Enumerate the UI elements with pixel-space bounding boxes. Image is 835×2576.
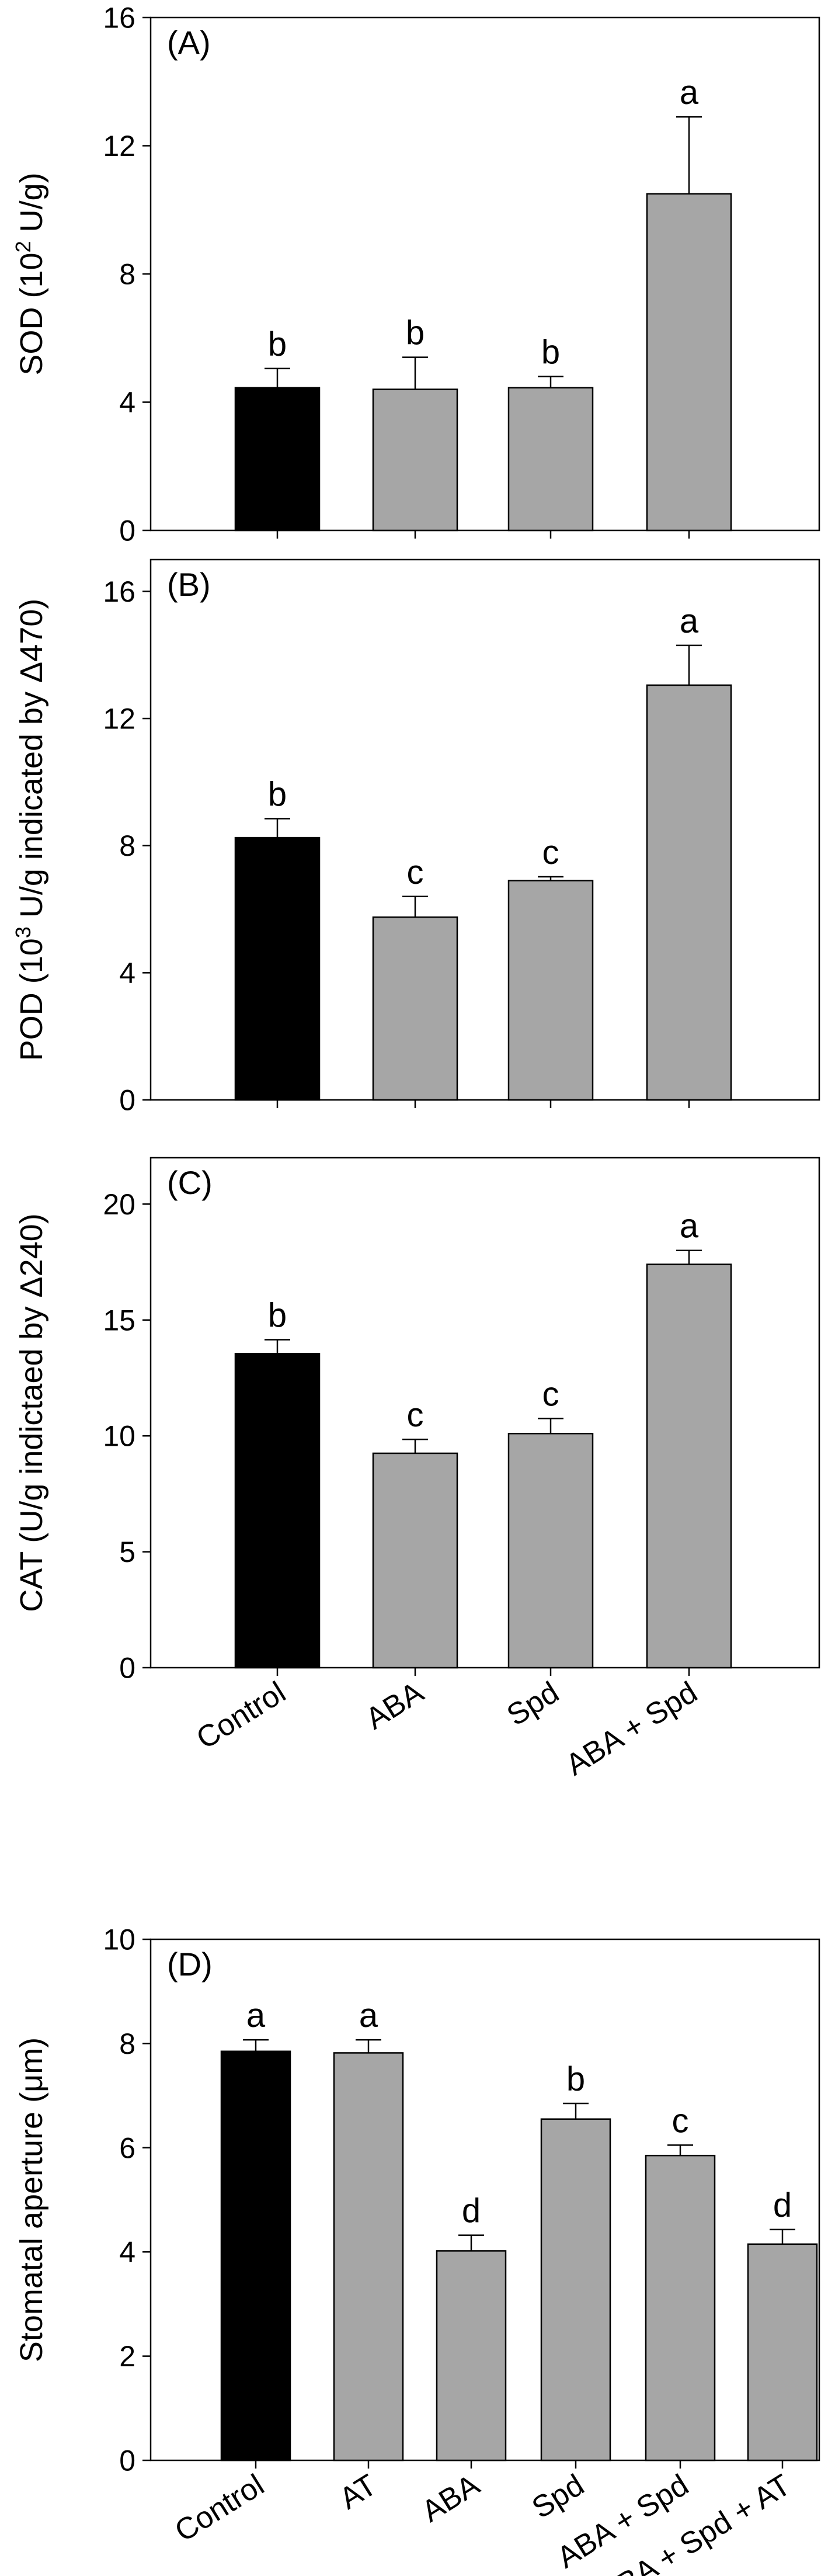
panel-d: 0 2 4 6 8 10 a a d b c d (D) Stomatal aperture (μm) Co… bbox=[14, 1924, 820, 2576]
bar-control bbox=[234, 387, 321, 532]
bar-aba bbox=[372, 388, 458, 532]
x-tick-label: Spd bbox=[501, 1675, 565, 1733]
significance-letter: b bbox=[268, 775, 287, 813]
panel-b: 0 4 8 12 16 b c c a (B) POD (103 U/g indicated by … bbox=[11, 558, 820, 1117]
significance-letter: d bbox=[773, 2186, 792, 2224]
x-tick-label: Control bbox=[190, 1675, 291, 1756]
y-tick-label: 10 bbox=[103, 1420, 135, 1453]
y-axis-label-unit: U/g) bbox=[14, 172, 49, 241]
significance-letter: b bbox=[406, 314, 425, 352]
y-tick-label: 12 bbox=[103, 130, 135, 162]
y-axis-label: POD (103 U/g indicated by Δ470) bbox=[11, 599, 49, 1061]
bar-aba-spd bbox=[646, 193, 732, 532]
significance-letter: b bbox=[541, 334, 560, 372]
bar-spd bbox=[507, 387, 594, 532]
y-tick-label: 15 bbox=[103, 1304, 135, 1336]
bar-spd bbox=[507, 880, 594, 1101]
x-tick-label: Spd bbox=[526, 2468, 590, 2525]
y-axis-label: Stomatal aperture (μm) bbox=[14, 2037, 49, 2362]
plot-frame bbox=[149, 558, 820, 1101]
y-tick-label: 5 bbox=[119, 1536, 135, 1568]
y-tick-label: 4 bbox=[119, 386, 135, 419]
y-tick-label: 6 bbox=[119, 2131, 135, 2164]
y-tick-label: 4 bbox=[119, 957, 135, 990]
bar-control bbox=[234, 1353, 321, 1669]
bar-aba-spd-at bbox=[747, 2243, 818, 2462]
y-tick-label: 16 bbox=[103, 575, 135, 608]
significance-letter: d bbox=[462, 2192, 481, 2230]
y-axis-label: SOD (102 U/g) bbox=[11, 172, 49, 375]
y-tick-label: 10 bbox=[103, 1924, 135, 1956]
bar-aba-spd bbox=[646, 1263, 732, 1669]
y-tick-label: 0 bbox=[119, 515, 135, 547]
significance-letter: c bbox=[672, 2102, 689, 2140]
panel-c: 0 5 10 15 20 b c c a (C) CAT (U/g indictaed by Δ24… bbox=[14, 1157, 820, 1782]
bar-aba bbox=[372, 916, 458, 1101]
y-axis-label-text: SOD (10 bbox=[14, 252, 49, 375]
significance-letter: b bbox=[268, 1297, 287, 1335]
panel-label: (D) bbox=[167, 1946, 213, 1983]
bar-aba bbox=[372, 1452, 458, 1669]
bar-at bbox=[333, 2052, 404, 2462]
y-axis-label-unit: U/g indicated by Δ470) bbox=[14, 599, 49, 926]
y-tick-label: 8 bbox=[119, 829, 135, 862]
x-tick-label: ABA + Spd bbox=[560, 1675, 703, 1782]
x-tick-label: ABA bbox=[360, 1675, 429, 1736]
significance-letter: b bbox=[268, 325, 287, 363]
significance-letter: a bbox=[246, 1997, 266, 2035]
panel-label: (C) bbox=[167, 1164, 213, 1201]
significance-letter: a bbox=[359, 1997, 378, 2035]
y-axis-label-text: POD (10 bbox=[14, 938, 49, 1061]
y-tick-label: 12 bbox=[103, 703, 135, 735]
x-tick-label: ABA bbox=[416, 2468, 485, 2529]
y-tick-label: 8 bbox=[119, 258, 135, 291]
significance-letter: c bbox=[407, 853, 424, 891]
panel-label: (B) bbox=[167, 566, 211, 603]
y-axis-label-superscript: 2 bbox=[11, 241, 35, 252]
significance-letter: c bbox=[542, 834, 559, 872]
y-tick-label: 4 bbox=[119, 2236, 135, 2269]
x-tick-label: Control bbox=[169, 2468, 270, 2549]
y-tick-label: 0 bbox=[119, 1652, 135, 1685]
y-tick-label: 20 bbox=[103, 1188, 135, 1221]
significance-letter: c bbox=[407, 1396, 424, 1434]
significance-letter: a bbox=[680, 1207, 699, 1245]
bar-control bbox=[234, 836, 321, 1101]
bar-spd bbox=[507, 1432, 594, 1669]
panel-a: 0 4 8 12 16 b b b a (A) SOD (102 U/g) bbox=[11, 2, 820, 547]
panel-label: (A) bbox=[167, 24, 211, 61]
bar-control bbox=[220, 2050, 291, 2462]
significance-letter: c bbox=[542, 1375, 559, 1413]
y-axis-label-text: Stomatal aperture (μm) bbox=[14, 2037, 49, 2362]
y-tick-label: 0 bbox=[119, 2445, 135, 2477]
x-tick-label: AT bbox=[334, 2468, 383, 2516]
y-axis-label-text: CAT (U/g indictaed by Δ240) bbox=[14, 1213, 49, 1612]
y-tick-label: 2 bbox=[119, 2340, 135, 2373]
significance-letter: a bbox=[680, 74, 699, 112]
y-tick-label: 16 bbox=[103, 2, 135, 34]
significance-letter: a bbox=[680, 602, 699, 640]
plot-frame bbox=[149, 1157, 820, 1669]
significance-letter: b bbox=[566, 2060, 585, 2098]
bar-spd bbox=[540, 2118, 611, 2462]
y-axis-label: CAT (U/g indictaed by Δ240) bbox=[14, 1213, 49, 1612]
bar-aba bbox=[436, 2250, 507, 2462]
bar-aba-spd bbox=[646, 684, 732, 1101]
y-tick-label: 8 bbox=[119, 2028, 135, 2060]
y-axis-label-superscript: 3 bbox=[11, 926, 35, 938]
y-tick-label: 0 bbox=[119, 1084, 135, 1117]
bar-aba-spd bbox=[645, 2154, 716, 2462]
